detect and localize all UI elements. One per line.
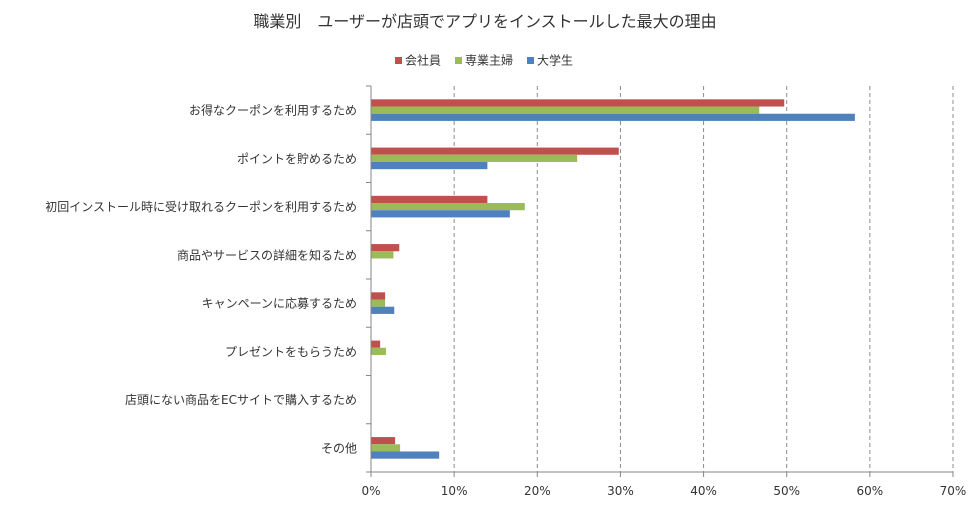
bar-2-2	[371, 210, 510, 218]
category-label-7: その他	[321, 441, 357, 455]
bar-4-2	[371, 306, 395, 314]
category-label-5: プレゼントをもらうため	[225, 345, 357, 359]
category-label-1: ポイントを貯めるため	[237, 152, 357, 166]
legend-label-2: 大学生	[537, 53, 573, 68]
x-tick-label-1: 10%	[441, 484, 468, 498]
bar-7-1	[371, 444, 401, 452]
x-tick-label-3: 30%	[607, 484, 634, 498]
bar-0-2	[371, 113, 855, 121]
bar-1-1	[371, 154, 578, 162]
category-label-2: 初回インストール時に受け取れるクーポンを利用するため	[45, 200, 357, 214]
bar-3-0	[371, 244, 400, 252]
bar-7-0	[371, 437, 396, 445]
x-tick-label-7: 70%	[940, 484, 967, 498]
x-tick-label-4: 40%	[690, 484, 717, 498]
bar-0-0	[371, 99, 785, 107]
chart-title: 職業別 ユーザーが店頭でアプリをインストールした最大の理由	[253, 12, 716, 31]
legend-swatch-0	[395, 57, 402, 64]
bars	[371, 99, 855, 459]
legend-label-0: 会社員	[405, 53, 441, 68]
category-label-3: 商品やサービスの詳細を知るため	[177, 247, 357, 262]
bar-1-0	[371, 147, 619, 155]
legend-swatch-1	[455, 57, 462, 64]
legend-swatch-2	[527, 57, 534, 64]
x-tick-labels: 0% 10% 20% 30% 40% 50% 60% 70%	[361, 484, 966, 498]
category-label-6: 店頭にない商品をECサイトで購入するため	[125, 392, 357, 407]
gridlines	[453, 86, 954, 472]
x-tick-label-2: 20%	[524, 484, 551, 498]
bar-2-1	[371, 203, 525, 211]
category-labels: お得なクーポンを利用するためポイントを貯めるため初回インストール時に受け取れるク…	[45, 103, 357, 456]
bar-7-2	[371, 451, 440, 459]
bar-0-1	[371, 106, 760, 114]
bar-2-0	[371, 195, 488, 204]
category-label-4: キャンペーンに応募するため	[202, 297, 357, 311]
x-tick-label-0: 0%	[361, 484, 380, 498]
axes	[366, 85, 954, 477]
bar-4-0	[371, 292, 386, 300]
bar-5-0	[371, 340, 381, 348]
bar-5-1	[371, 347, 386, 355]
bar-1-2	[371, 161, 488, 170]
bar-4-1	[371, 299, 386, 307]
x-tick-label-6: 60%	[857, 484, 884, 498]
legend: 会社員 専業主婦 大学生	[395, 53, 573, 68]
bar-3-1	[371, 251, 394, 259]
x-tick-label-5: 50%	[773, 484, 800, 498]
legend-label-1: 専業主婦	[465, 53, 513, 68]
category-label-0: お得なクーポンを利用するため	[189, 103, 357, 118]
